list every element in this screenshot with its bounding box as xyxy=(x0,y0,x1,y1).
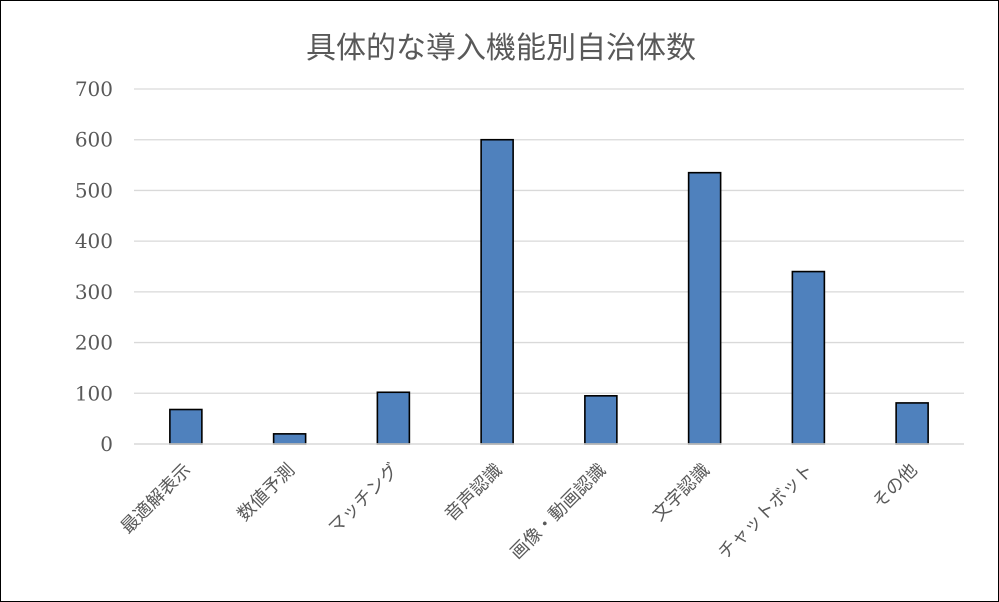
bar xyxy=(376,391,411,445)
y-tick-label: 200 xyxy=(75,331,113,355)
gridlines xyxy=(134,88,964,394)
x-tick-label: マッチング xyxy=(324,460,402,538)
bar xyxy=(791,270,826,445)
chart-title: 具体的な導入機能別自治体数 xyxy=(306,31,696,66)
x-tick-label: 画像・動画認識 xyxy=(506,460,610,564)
x-tick-label: その他 xyxy=(869,460,922,513)
y-tick-label: 0 xyxy=(100,432,113,456)
bar xyxy=(169,408,203,445)
x-tick-label: 数値予測 xyxy=(233,460,299,526)
bars xyxy=(169,138,929,445)
y-axis-ticks: 0 100 200 300 400 500 600 700 xyxy=(75,77,113,456)
bar xyxy=(272,433,307,445)
y-tick-label: 100 xyxy=(75,381,113,405)
y-tick-label: 500 xyxy=(75,178,113,202)
y-tick-label: 700 xyxy=(75,77,113,101)
x-tick-label: チャットボット xyxy=(714,460,818,564)
x-tick-label: 文字認識 xyxy=(648,460,714,526)
x-tick-label: 最適解表示 xyxy=(117,460,195,538)
bar xyxy=(687,171,722,445)
bar xyxy=(895,402,929,445)
y-tick-label: 400 xyxy=(75,229,113,253)
bar xyxy=(584,395,618,445)
y-tick-label: 600 xyxy=(75,128,113,152)
bar xyxy=(480,138,514,445)
x-tick-label: 音声認識 xyxy=(441,460,507,526)
y-tick-label: 300 xyxy=(75,280,113,304)
x-axis-labels: 最適解表示 数値予測 マッチング 音声認識 画像・動画認識 文字認識 チャットボット その他 xyxy=(117,460,922,564)
